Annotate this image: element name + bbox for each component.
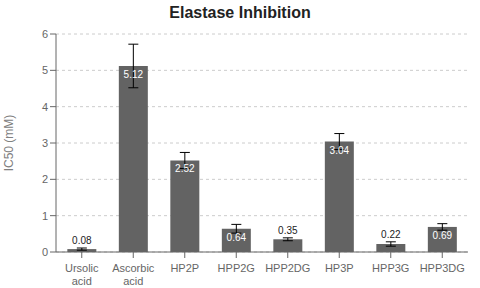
svg-text:0: 0 bbox=[42, 246, 48, 258]
svg-text:3: 3 bbox=[42, 137, 48, 149]
svg-text:0.35: 0.35 bbox=[278, 225, 298, 236]
svg-text:0.08: 0.08 bbox=[72, 235, 92, 246]
svg-text:0.64: 0.64 bbox=[227, 232, 247, 243]
svg-text:2.52: 2.52 bbox=[175, 163, 195, 174]
svg-text:Ursolicacid: Ursolicacid bbox=[65, 262, 99, 287]
svg-text:HPP3G: HPP3G bbox=[372, 262, 409, 274]
svg-text:HPP2DG: HPP2DG bbox=[265, 262, 310, 274]
svg-text:HPP3DG: HPP3DG bbox=[420, 262, 465, 274]
svg-text:2: 2 bbox=[42, 173, 48, 185]
svg-text:HP3P: HP3P bbox=[325, 262, 354, 274]
svg-text:HPP2G: HPP2G bbox=[218, 262, 255, 274]
svg-text:HP2P: HP2P bbox=[170, 262, 199, 274]
svg-text:4: 4 bbox=[42, 101, 48, 113]
svg-text:Ascorbicacid: Ascorbicacid bbox=[112, 262, 155, 287]
html-text:Elastase Inhibition: Elastase Inhibition bbox=[169, 4, 311, 21]
svg-text:1: 1 bbox=[42, 210, 48, 222]
svg-text:IC50 (mM): IC50 (mM) bbox=[8, 115, 16, 172]
svg-text:0.69: 0.69 bbox=[433, 230, 453, 241]
svg-text:5: 5 bbox=[42, 64, 48, 76]
svg-text:3.04: 3.04 bbox=[330, 145, 350, 156]
svg-text:5.12: 5.12 bbox=[124, 69, 144, 80]
svg-text:0.22: 0.22 bbox=[381, 229, 401, 240]
svg-text:6: 6 bbox=[42, 28, 48, 40]
